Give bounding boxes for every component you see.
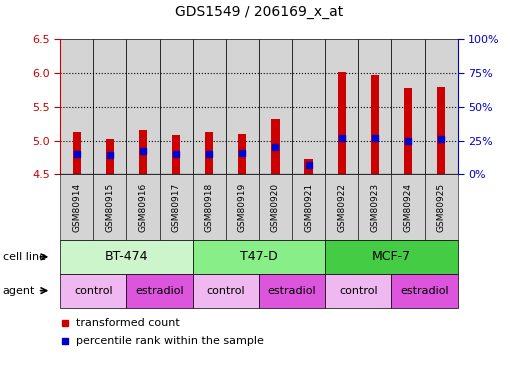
Bar bbox=[93, 39, 127, 174]
Bar bbox=[437, 87, 445, 174]
Text: GSM80923: GSM80923 bbox=[370, 183, 379, 232]
Bar bbox=[271, 119, 280, 174]
Bar bbox=[106, 139, 114, 174]
Text: T47-D: T47-D bbox=[240, 251, 278, 263]
Bar bbox=[337, 72, 346, 174]
Bar bbox=[73, 132, 81, 174]
Bar bbox=[358, 39, 391, 174]
Text: estradiol: estradiol bbox=[135, 286, 184, 296]
Text: control: control bbox=[74, 286, 112, 296]
Text: control: control bbox=[339, 286, 378, 296]
Text: GSM80914: GSM80914 bbox=[72, 183, 81, 232]
Bar bbox=[226, 39, 259, 174]
Bar bbox=[304, 159, 313, 174]
Text: BT-474: BT-474 bbox=[105, 251, 148, 263]
Bar bbox=[425, 39, 458, 174]
Bar bbox=[205, 132, 213, 174]
Bar bbox=[192, 39, 226, 174]
Bar bbox=[325, 39, 358, 174]
Text: GSM80925: GSM80925 bbox=[437, 183, 446, 232]
Text: GSM80921: GSM80921 bbox=[304, 183, 313, 232]
Text: GSM80917: GSM80917 bbox=[172, 183, 180, 232]
Bar bbox=[259, 39, 292, 174]
Text: GSM80920: GSM80920 bbox=[271, 183, 280, 232]
Text: estradiol: estradiol bbox=[400, 286, 449, 296]
Text: GSM80924: GSM80924 bbox=[403, 183, 413, 232]
Bar bbox=[139, 130, 147, 174]
Bar bbox=[60, 39, 93, 174]
Text: GSM80916: GSM80916 bbox=[139, 183, 147, 232]
Text: percentile rank within the sample: percentile rank within the sample bbox=[76, 336, 264, 346]
Text: GDS1549 / 206169_x_at: GDS1549 / 206169_x_at bbox=[175, 5, 343, 19]
Text: GSM80922: GSM80922 bbox=[337, 183, 346, 232]
Text: cell line: cell line bbox=[3, 252, 46, 262]
Bar bbox=[391, 39, 425, 174]
Text: agent: agent bbox=[3, 286, 35, 296]
Text: GSM80919: GSM80919 bbox=[238, 183, 247, 232]
Bar bbox=[172, 135, 180, 174]
Bar bbox=[127, 39, 160, 174]
Bar bbox=[292, 39, 325, 174]
Text: estradiol: estradiol bbox=[268, 286, 316, 296]
Text: control: control bbox=[207, 286, 245, 296]
Text: GSM80915: GSM80915 bbox=[105, 183, 115, 232]
Text: transformed count: transformed count bbox=[76, 318, 179, 327]
Bar bbox=[160, 39, 192, 174]
Text: MCF-7: MCF-7 bbox=[372, 251, 411, 263]
Text: GSM80918: GSM80918 bbox=[204, 183, 214, 232]
Bar bbox=[404, 88, 412, 174]
Bar bbox=[238, 134, 246, 174]
Bar bbox=[371, 75, 379, 174]
